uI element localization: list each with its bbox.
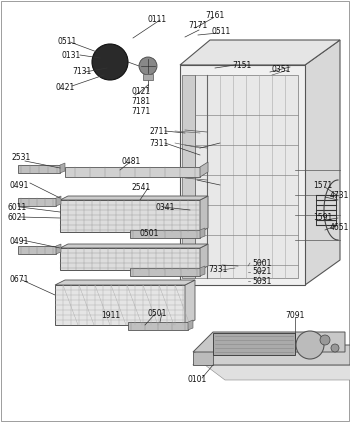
Polygon shape (55, 285, 185, 325)
Polygon shape (200, 244, 208, 270)
Polygon shape (60, 163, 65, 173)
Polygon shape (185, 280, 195, 325)
Polygon shape (193, 332, 345, 352)
Polygon shape (18, 165, 60, 173)
Polygon shape (200, 162, 208, 177)
Text: 6021: 6021 (8, 214, 27, 222)
Text: 0341: 0341 (155, 203, 174, 211)
Polygon shape (200, 228, 205, 238)
Circle shape (320, 335, 330, 345)
Polygon shape (305, 40, 340, 285)
Polygon shape (60, 196, 208, 200)
Polygon shape (180, 40, 340, 65)
Polygon shape (143, 74, 153, 80)
Polygon shape (182, 75, 195, 278)
Polygon shape (193, 345, 350, 365)
Text: 0511: 0511 (212, 27, 231, 36)
Polygon shape (188, 320, 193, 330)
Text: 4651: 4651 (330, 224, 349, 233)
Polygon shape (193, 345, 213, 365)
Text: 5031: 5031 (252, 276, 271, 286)
Circle shape (139, 57, 157, 75)
Text: 7171: 7171 (188, 22, 207, 30)
Text: 1571: 1571 (313, 181, 332, 189)
Text: 5001: 5001 (252, 259, 271, 268)
Text: 7091: 7091 (285, 311, 304, 319)
Polygon shape (130, 230, 200, 238)
Polygon shape (200, 266, 205, 276)
Polygon shape (60, 200, 200, 232)
Text: 7331: 7331 (208, 265, 228, 274)
Polygon shape (56, 244, 61, 254)
Text: 7151: 7151 (232, 60, 251, 70)
Polygon shape (18, 198, 56, 206)
Polygon shape (18, 246, 56, 254)
Polygon shape (195, 75, 298, 278)
Polygon shape (128, 322, 188, 330)
Text: 6011: 6011 (8, 203, 27, 213)
Text: 1911: 1911 (101, 311, 120, 320)
Circle shape (296, 331, 324, 359)
Text: 0421: 0421 (55, 82, 74, 92)
Text: 0351: 0351 (272, 65, 291, 75)
Polygon shape (200, 196, 208, 232)
Circle shape (92, 44, 128, 80)
Polygon shape (55, 280, 195, 285)
Text: 0491: 0491 (9, 236, 28, 246)
Text: 0501: 0501 (140, 228, 159, 238)
Text: 7171: 7171 (131, 106, 150, 116)
Circle shape (331, 344, 339, 352)
Text: 0481: 0481 (121, 157, 140, 167)
Polygon shape (65, 167, 200, 177)
Text: 7311: 7311 (149, 138, 168, 148)
Polygon shape (213, 333, 295, 355)
Text: 1591: 1591 (313, 214, 332, 222)
Text: 0671: 0671 (10, 276, 29, 284)
Text: 2531: 2531 (12, 154, 31, 162)
Text: 0511: 0511 (57, 38, 76, 46)
Polygon shape (56, 196, 61, 206)
Text: 0491: 0491 (9, 181, 28, 189)
Polygon shape (60, 244, 208, 248)
Text: 7181: 7181 (131, 97, 150, 106)
Text: 2541: 2541 (132, 184, 151, 192)
Text: 4731: 4731 (330, 190, 349, 200)
Text: 7161: 7161 (205, 11, 224, 19)
Text: 0501: 0501 (148, 308, 167, 317)
Text: 0101: 0101 (188, 376, 207, 384)
Text: 5021: 5021 (252, 268, 271, 276)
Text: 7131: 7131 (72, 68, 91, 76)
Text: 0111: 0111 (148, 16, 167, 24)
Text: 0131: 0131 (62, 51, 81, 60)
Text: 0121: 0121 (131, 87, 150, 95)
Text: 2711: 2711 (149, 127, 168, 135)
Polygon shape (180, 65, 305, 285)
Polygon shape (205, 365, 350, 380)
Polygon shape (60, 248, 200, 270)
Polygon shape (130, 268, 200, 276)
